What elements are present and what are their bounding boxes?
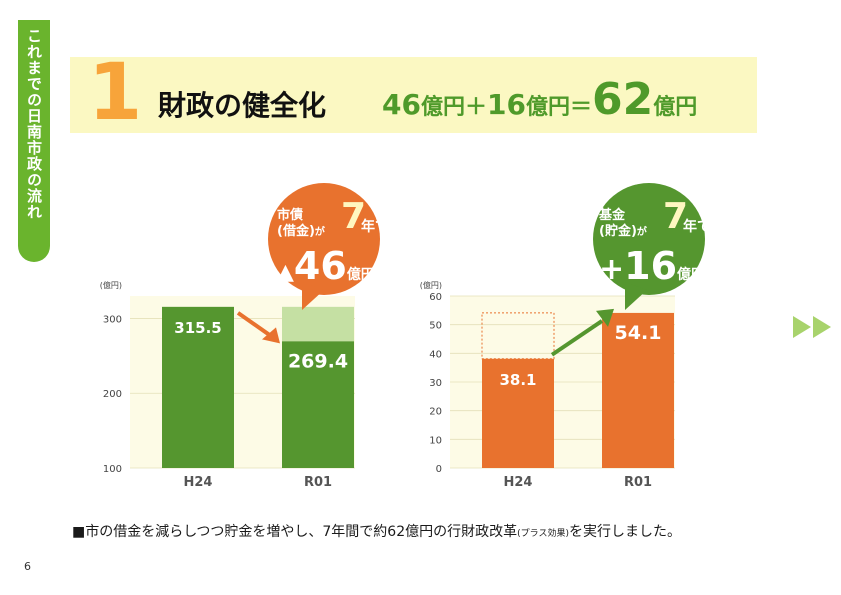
savings-callout-particle: が xyxy=(636,227,647,238)
bar-value-label: 269.4 xyxy=(288,350,348,372)
bar xyxy=(602,312,674,468)
next-page-icon[interactable] xyxy=(791,314,837,340)
formula-c: 62 xyxy=(592,74,654,125)
bar-value-label: 54.1 xyxy=(615,322,662,344)
side-section-tab: これまでの日南市政の流れ xyxy=(18,20,50,262)
debt-callout-bubble xyxy=(268,183,380,310)
savings-callout-unit: 億円 xyxy=(677,267,706,283)
savings-callout-line2: (貯金) xyxy=(599,224,637,239)
y-tick-label: 60 xyxy=(429,292,442,303)
formula-a: 46 xyxy=(382,88,421,121)
trend-arrow-head xyxy=(596,308,614,327)
y-tick-label: 20 xyxy=(429,407,442,418)
formula-unit-a: 億円 xyxy=(420,95,465,120)
side-tab-label: これまでの日南市政の流れ xyxy=(25,28,43,220)
y-tick-label: 10 xyxy=(429,435,442,446)
x-tick-label: R01 xyxy=(624,475,652,490)
trend-arrow-line xyxy=(550,319,604,357)
x-tick-label: H24 xyxy=(504,475,533,490)
formula-b: 16 xyxy=(487,88,526,121)
formula-equals: ＝ xyxy=(569,95,592,120)
x-tick-label: R01 xyxy=(304,475,332,490)
y-tick-label: 40 xyxy=(429,349,442,360)
savings-callout-years: 7 xyxy=(663,196,689,237)
debt-callout-unit: 億円 xyxy=(346,267,375,283)
debt-callout-line2: (借金) xyxy=(277,224,315,239)
footer-summary: ■市の借金を減らしつつ貯金を増やし、7年間で約62億円の行財政改革(プラス効果)… xyxy=(72,521,681,541)
debt-callout-particle: が xyxy=(314,227,325,238)
formula-plus: ＋ xyxy=(464,95,487,120)
section-number: 1 xyxy=(88,48,143,138)
trend-arrow-line xyxy=(236,311,272,337)
y-tick-label: 50 xyxy=(429,321,442,332)
savings-bar-chart: 0 10 20 30 40 50 60 (億円) 38.1 H24 54.1 R01 xyxy=(420,280,675,490)
formula-unit-b: 億円 xyxy=(525,95,570,120)
y-axis-unit: (億円) xyxy=(420,280,442,290)
savings-callout-line1: 基金 xyxy=(599,208,626,223)
footer-tail: を実行しました。 xyxy=(568,524,681,540)
debt-callout-years: 7 xyxy=(341,196,367,237)
debt-bar-chart: 100 200 300 (億円) 315.5 H24 269.4 R01 xyxy=(100,280,355,490)
reduction-block xyxy=(282,306,354,342)
savings-callout-tail: 年で xyxy=(683,219,711,235)
savings-callout-mark: + xyxy=(599,252,625,287)
y-axis-unit: (億円) xyxy=(100,280,122,290)
banner-title: 財政の健全化 xyxy=(158,89,327,122)
page-number: 6 xyxy=(24,560,31,573)
footer-small: (プラス効果) xyxy=(517,529,569,539)
debt-callout-tail: 年で xyxy=(361,219,389,235)
y-tick-label: 0 xyxy=(436,464,442,475)
savings-callout-bubble xyxy=(593,183,705,310)
y-tick-label: 100 xyxy=(103,464,122,475)
debt-callout-delta: 46 xyxy=(293,244,347,288)
title-banner xyxy=(70,57,757,133)
x-tick-label: H24 xyxy=(184,475,213,490)
y-tick-label: 200 xyxy=(103,389,122,400)
bar xyxy=(282,341,354,468)
footer-main: ■市の借金を減らしつつ貯金を増やし、7年間で約62億円の行財政改革 xyxy=(72,524,518,540)
savings-callout-delta: 16 xyxy=(624,244,678,288)
trend-arrow-head xyxy=(262,327,280,344)
formula-unit-c: 億円 xyxy=(653,95,698,120)
bar-value-label: 38.1 xyxy=(499,371,536,389)
banner-formula: 46億円＋16億円＝62億円 xyxy=(382,74,697,125)
bar-value-label: 315.5 xyxy=(174,319,221,337)
bar xyxy=(482,358,554,468)
debt-callout-mark: ▲ xyxy=(277,260,294,285)
y-tick-label: 30 xyxy=(429,378,442,389)
debt-callout-line1: 市債 xyxy=(277,208,304,223)
bar xyxy=(162,306,234,468)
y-tick-label: 300 xyxy=(103,314,122,325)
